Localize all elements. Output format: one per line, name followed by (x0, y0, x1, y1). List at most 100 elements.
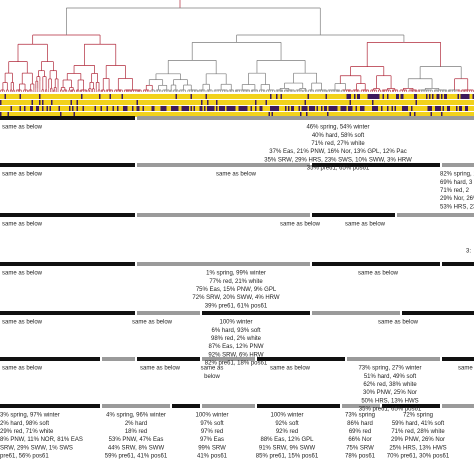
strip-cell (126, 106, 128, 111)
strip-cell (213, 112, 215, 117)
strip-cell (384, 112, 386, 117)
strip-cell (228, 94, 230, 99)
strip-cell (7, 94, 10, 99)
strip-cell (211, 106, 214, 111)
strip-cell (103, 112, 106, 117)
strip-cell (145, 106, 148, 111)
strip-cell (316, 106, 319, 111)
strip-cell (328, 94, 331, 99)
strip-cell (343, 106, 346, 111)
label-line: 35% SRW, 29% HRS, 23% SWS, 10% SWW, 3% H… (264, 157, 412, 163)
strip-cell (166, 112, 169, 117)
strip-cell (285, 112, 287, 117)
strip-cell (412, 100, 415, 105)
strip-cell (97, 106, 100, 111)
cluster-bar (0, 404, 100, 408)
strip-cell (45, 112, 47, 117)
strip-cell (403, 106, 406, 111)
strip-cell (43, 112, 46, 117)
strip-cell (84, 112, 86, 117)
strip-cell (207, 112, 209, 117)
strip-cell (454, 94, 457, 99)
strip-cell (121, 94, 124, 99)
strip-cell (222, 94, 224, 99)
strip-cell (471, 112, 473, 117)
strip-cell (160, 94, 163, 99)
strip-cell (264, 94, 266, 99)
strip-cell (129, 100, 131, 105)
strip-cell (192, 106, 194, 111)
strip-cell (109, 100, 112, 105)
strip-cell (292, 112, 295, 117)
strip-cell (96, 100, 98, 105)
strip-cell (181, 106, 184, 111)
strip-cell (67, 94, 70, 99)
label-line: 62% red, 38% white (363, 382, 417, 388)
strip-cell (252, 94, 254, 99)
strip-cell (399, 106, 401, 111)
label-line: same as below (458, 366, 474, 372)
strip-cell (57, 112, 59, 117)
strip-cell (264, 106, 266, 111)
strip-cell (321, 106, 323, 111)
strip-cell (435, 112, 437, 117)
strip-cell (400, 106, 403, 111)
label-line: 40% hard, 58% soft (312, 133, 365, 139)
strip-cell (466, 106, 469, 111)
strip-cell (61, 94, 64, 99)
strip-cell (414, 106, 416, 111)
strip-cell (45, 106, 47, 111)
strip-cell (339, 94, 341, 99)
strip-cell (76, 94, 79, 99)
strip-cell (99, 100, 101, 105)
strip-cell (378, 100, 380, 105)
strip-cell (270, 94, 272, 99)
strip-cell (154, 100, 157, 105)
strip-cell (265, 112, 268, 117)
strip-cell (199, 112, 202, 117)
strip-cell (405, 100, 407, 105)
strip-cell (100, 106, 103, 111)
strip-cell (88, 100, 91, 105)
strip-cell (160, 106, 163, 111)
strip-cell (19, 106, 22, 111)
dendrogram (0, 0, 474, 92)
strip-cell (466, 100, 469, 105)
strip-cell (94, 106, 97, 111)
strip-cell (174, 94, 176, 99)
strip-cell (427, 106, 430, 111)
strip-cell (258, 100, 260, 105)
strip-cell (178, 106, 181, 111)
strip-cell (70, 106, 73, 111)
strip-cell (57, 94, 59, 99)
strip-cell (76, 100, 79, 105)
strip-cell (34, 112, 37, 117)
strip-cell (255, 112, 257, 117)
strip-cell (244, 100, 247, 105)
strip-cell (163, 94, 166, 99)
strip-cell (51, 94, 53, 99)
strip-cell (1, 106, 4, 111)
strip-cell (424, 112, 427, 117)
strip-cell (271, 94, 274, 99)
strip-cell (301, 94, 304, 99)
label-line: 46% spring, 54% winter (306, 125, 369, 131)
strip-cell (52, 112, 55, 117)
strip-cell (397, 112, 400, 117)
strip-cell (346, 106, 349, 111)
label-line: 82% pre61, 18% pos61 (205, 361, 268, 367)
strip-cell (51, 100, 53, 105)
strip-cell (471, 100, 473, 105)
strip-cell (462, 112, 464, 117)
strip-cell (397, 106, 400, 111)
strip-cell (325, 94, 328, 99)
strip-cell (238, 94, 241, 99)
strip-cell (106, 106, 109, 111)
strip-cell (105, 100, 107, 105)
strip-cell (33, 94, 35, 99)
strip-cell (199, 100, 202, 105)
strip-cell (412, 112, 415, 117)
strip-cell (63, 112, 65, 117)
strip-cell (348, 94, 350, 99)
strip-cell (402, 106, 404, 111)
